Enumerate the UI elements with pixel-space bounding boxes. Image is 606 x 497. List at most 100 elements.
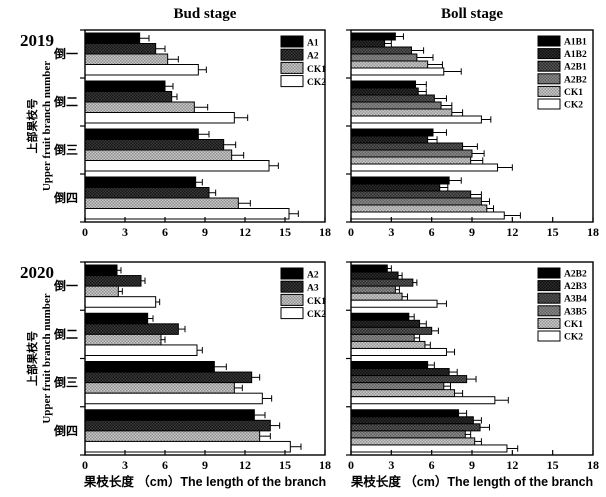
- legend-label-A2: A2: [307, 52, 319, 62]
- legend: A2B2 A2B3 A3B4 A3B5 CK1 CK2: [537, 267, 587, 343]
- x-tick-label: 6: [429, 458, 435, 472]
- bar-A1B1-rank4: [350, 176, 450, 185]
- legend-label-CK2: CK2: [564, 101, 583, 111]
- bar-A3-rank1: [84, 275, 142, 287]
- x-axis-label: 果枝长度 （cm）The length of the branch: [83, 474, 326, 489]
- x-tick-label: 0: [82, 458, 88, 472]
- bar-CK1-rank1: [84, 285, 119, 298]
- bar-A3B5-rank2: [350, 333, 415, 342]
- category-label: 倒三: [53, 375, 78, 390]
- legend-label-CK2: CK2: [307, 78, 326, 88]
- bar-A2-rank2: [84, 312, 149, 325]
- bar-CK2-rank4: [84, 440, 291, 453]
- bar-A2B1-rank4: [350, 190, 472, 199]
- x-tick-label: 15: [547, 458, 559, 472]
- bar-A1B1-rank3: [350, 128, 434, 137]
- bar-CK2-rank3: [350, 396, 496, 405]
- bar-CK1-rank3: [350, 156, 472, 165]
- x-tick-label: 0: [82, 225, 88, 239]
- bar-CK2-rank2: [84, 344, 198, 356]
- x-tick-label: 0: [348, 458, 354, 472]
- bar-A2B2-rank4: [350, 197, 482, 206]
- x-tick-label: 6: [429, 225, 435, 239]
- bar-CK2-rank2: [350, 115, 482, 124]
- legend-label-A3: A3: [307, 284, 319, 294]
- bar-A2-rank1: [84, 43, 157, 55]
- legend-swatch-CK2: [537, 330, 561, 342]
- legend-swatch-CK2: [537, 98, 561, 110]
- legend-swatch-A1: [280, 35, 304, 48]
- legend-label-A2B3: A2B3: [564, 282, 587, 292]
- x-tick-label: 3: [122, 225, 128, 239]
- category-label: 倒一: [53, 278, 78, 293]
- legend-label-A1B2: A1B2: [564, 50, 587, 60]
- bar-A3B5-rank4: [350, 430, 466, 439]
- x-axis-label: 果枝长度 （cm）The length of the branch: [350, 474, 593, 489]
- legend-swatch-CK1: [280, 61, 304, 74]
- bar-CK1-rank4: [84, 197, 239, 209]
- legend-label-A3B4: A3B4: [564, 295, 587, 305]
- category-label: 倒三: [53, 142, 78, 157]
- x-tick-label: 18: [587, 458, 599, 472]
- legend-label-CK1: CK1: [307, 297, 326, 307]
- bar-A2B2-rank2: [350, 101, 442, 110]
- bar-A1-rank2: [84, 80, 166, 92]
- legend-swatch-A2: [280, 48, 304, 61]
- bar-A2B1-rank3: [350, 142, 464, 151]
- bar-CK1-rank1: [84, 53, 169, 65]
- bar-A1-rank1: [84, 32, 141, 44]
- category-label: 倒四: [53, 423, 78, 438]
- y-axis-label-en: Upper fruit branch number: [41, 293, 53, 423]
- legend-label-A2B1: A2B1: [564, 63, 587, 73]
- bar-A3B4-rank3: [350, 375, 468, 384]
- legend-label-CK1: CK1: [564, 88, 583, 98]
- bar-A3-rank2: [84, 323, 179, 335]
- bar-A2B3-rank3: [350, 368, 450, 377]
- bar-A2-rank1: [84, 264, 118, 277]
- bar-CK2-rank3: [84, 392, 263, 405]
- bar-A2B2-rank1: [350, 53, 418, 62]
- bar-A3B5-rank1: [350, 285, 396, 294]
- legend-swatch-A1B1: [537, 35, 561, 47]
- bar-CK2-rank1: [84, 296, 157, 308]
- legend-swatch-A2B2: [537, 267, 561, 279]
- x-tick-label: 9: [202, 225, 208, 239]
- bar-A1-rank3: [84, 128, 199, 140]
- year-label: 2020: [20, 263, 54, 282]
- bar-A2B2-rank4: [350, 409, 460, 418]
- panel-boll-2020: 0 3 6 9 12 15 18 果枝长度 （cm）The length of the bra…: [346, 261, 599, 489]
- bar-CK1-rank1: [350, 60, 429, 69]
- bar-A2B1-rank2: [350, 94, 435, 103]
- legend: A1 A2 CK1 CK2: [280, 35, 326, 88]
- bar-CK1-rank3: [84, 382, 235, 394]
- bar-A1-rank4: [84, 176, 197, 188]
- bar-A1B1-rank2: [350, 80, 417, 89]
- bar-CK1-rank4: [84, 430, 261, 442]
- category-label: 倒二: [53, 326, 78, 341]
- bar-A3-rank4: [84, 419, 271, 432]
- x-tick-label: 18: [319, 458, 331, 472]
- category-label: 倒四: [53, 190, 78, 205]
- x-tick-label: 9: [202, 458, 208, 472]
- x-tick-label: 9: [469, 225, 475, 239]
- bar-CK2-rank2: [84, 112, 235, 124]
- x-tick-label: 18: [587, 225, 599, 239]
- bar-A2-rank3: [84, 361, 215, 373]
- panel-title: Boll stage: [441, 6, 503, 22]
- legend-swatch-A3: [280, 280, 304, 293]
- x-tick-label: 12: [506, 458, 518, 472]
- bar-CK1-rank1: [350, 292, 403, 301]
- bar-CK1-rank4: [350, 204, 488, 213]
- bar-CK2-rank4: [350, 211, 505, 220]
- bar-A2B3-rank4: [350, 416, 474, 425]
- bar-CK1-rank2: [84, 101, 195, 113]
- x-tick-label: 6: [162, 225, 168, 239]
- y-axis-label-cn: 上部果枝号: [25, 331, 39, 386]
- bar-CK2-rank4: [84, 208, 290, 220]
- legend-swatch-A2B3: [537, 280, 561, 292]
- x-tick-label: 12: [239, 458, 251, 472]
- bar-A1B2-rank2: [350, 87, 419, 96]
- bar-A2B3-rank2: [350, 319, 421, 328]
